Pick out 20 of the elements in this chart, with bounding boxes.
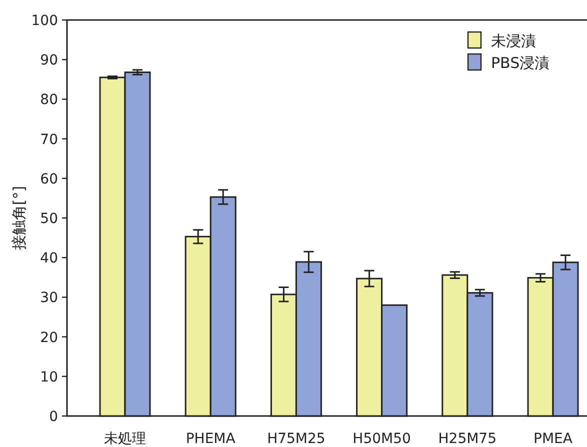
x-tick-label: H75M25 — [267, 431, 326, 447]
y-axis-title: 接触角[°] — [10, 186, 28, 250]
y-tick-label: 40 — [40, 250, 58, 267]
y-tick-label: 80 — [40, 92, 58, 108]
y-tick-label: 100 — [31, 13, 58, 29]
x-tick-label: PMEA — [534, 431, 573, 447]
y-tick-label: 50 — [40, 211, 58, 227]
x-tick-label: 未処理 — [104, 431, 146, 447]
y-tick-label: 60 — [40, 171, 58, 188]
y-tick-label: 20 — [40, 330, 58, 346]
x-tick-label: H25M75 — [438, 431, 497, 447]
legend-label: 未浸漬 — [491, 32, 536, 50]
legend-label: PBS浸漬 — [491, 54, 550, 72]
x-tick-label: H50M50 — [352, 431, 411, 447]
y-tick-label: 70 — [40, 132, 58, 148]
x-tick-label: PHEMA — [186, 431, 236, 447]
y-tick-label: 30 — [40, 290, 58, 306]
y-tick-label: 10 — [40, 369, 58, 386]
y-tick-label: 0 — [49, 409, 58, 425]
y-tick-label: 90 — [40, 52, 58, 69]
